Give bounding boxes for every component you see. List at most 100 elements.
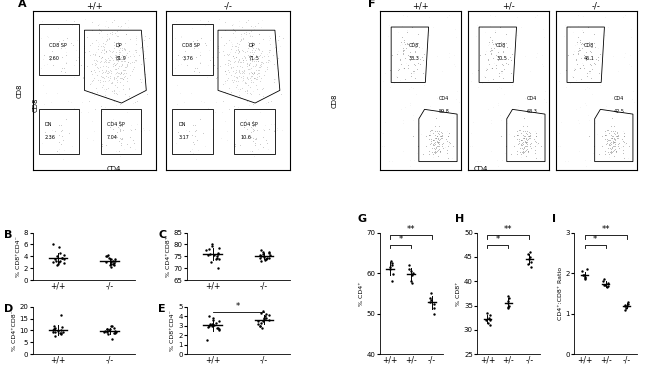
Point — [515, 137, 526, 143]
Point — [528, 144, 538, 150]
Point — [441, 136, 451, 142]
Point — [128, 66, 138, 72]
Point — [113, 39, 124, 45]
Point — [523, 261, 534, 267]
Point — [399, 104, 410, 110]
Point — [263, 57, 274, 63]
Point — [408, 270, 418, 276]
Point — [111, 102, 121, 108]
Point — [500, 31, 511, 37]
Point — [265, 41, 275, 47]
Point — [574, 46, 584, 51]
Point — [120, 58, 130, 64]
Point — [115, 58, 125, 64]
Point — [595, 82, 605, 88]
Point — [127, 68, 137, 74]
Point — [491, 52, 501, 58]
Point — [230, 108, 240, 114]
Point — [480, 75, 490, 81]
Point — [189, 128, 200, 134]
Point — [432, 148, 443, 154]
Point — [593, 57, 604, 63]
Text: 10.6: 10.6 — [240, 135, 251, 140]
Point — [567, 50, 578, 56]
Point — [89, 52, 99, 58]
Point — [93, 22, 103, 28]
Point — [235, 142, 245, 148]
Point — [69, 62, 79, 68]
Point — [618, 147, 629, 153]
Point — [571, 57, 581, 63]
Point — [400, 76, 411, 82]
Point — [101, 70, 112, 76]
Point — [517, 149, 528, 155]
Point — [123, 54, 133, 60]
Point — [517, 148, 528, 154]
Point — [107, 323, 117, 329]
Point — [612, 133, 623, 139]
Point — [240, 29, 251, 35]
Point — [112, 78, 123, 84]
Point — [58, 65, 69, 71]
Point — [246, 59, 257, 65]
Point — [265, 252, 276, 258]
Point — [54, 122, 64, 128]
Point — [61, 60, 72, 66]
Point — [205, 321, 215, 327]
Point — [521, 153, 531, 159]
Point — [517, 140, 527, 145]
Point — [409, 56, 419, 62]
Point — [55, 330, 65, 336]
Point — [252, 86, 262, 92]
Point — [102, 34, 112, 40]
Point — [173, 52, 183, 58]
Point — [532, 141, 542, 147]
Point — [597, 144, 608, 150]
Point — [536, 143, 546, 149]
Point — [57, 127, 68, 133]
Point — [525, 132, 535, 138]
Point — [114, 70, 124, 76]
Point — [486, 65, 497, 71]
Point — [496, 117, 506, 123]
Point — [565, 80, 575, 86]
Point — [612, 135, 622, 141]
Point — [538, 34, 549, 40]
Point — [234, 48, 244, 54]
Point — [518, 141, 528, 147]
Point — [380, 70, 390, 76]
Point — [238, 57, 248, 63]
Point — [424, 148, 434, 154]
Point — [103, 74, 113, 80]
Point — [107, 134, 117, 140]
Point — [255, 141, 265, 147]
Point — [493, 70, 504, 76]
Point — [235, 37, 246, 43]
Point — [257, 17, 267, 23]
Point — [103, 327, 114, 333]
Point — [124, 93, 135, 99]
Text: CD8 SP: CD8 SP — [49, 43, 66, 48]
Point — [517, 145, 527, 151]
Point — [443, 143, 453, 149]
Point — [117, 61, 127, 67]
Point — [220, 80, 230, 86]
Point — [404, 266, 414, 272]
Point — [86, 19, 97, 25]
Point — [431, 148, 441, 154]
Point — [523, 148, 533, 154]
Point — [94, 25, 105, 31]
Point — [86, 61, 97, 67]
Point — [600, 282, 610, 288]
Point — [519, 139, 530, 145]
Point — [211, 75, 222, 81]
Point — [73, 126, 84, 132]
Point — [432, 138, 442, 144]
Point — [531, 131, 541, 137]
Point — [406, 280, 417, 286]
Text: A: A — [18, 0, 26, 9]
Point — [575, 65, 585, 70]
Point — [232, 59, 242, 65]
Point — [49, 326, 59, 332]
Point — [101, 94, 112, 100]
